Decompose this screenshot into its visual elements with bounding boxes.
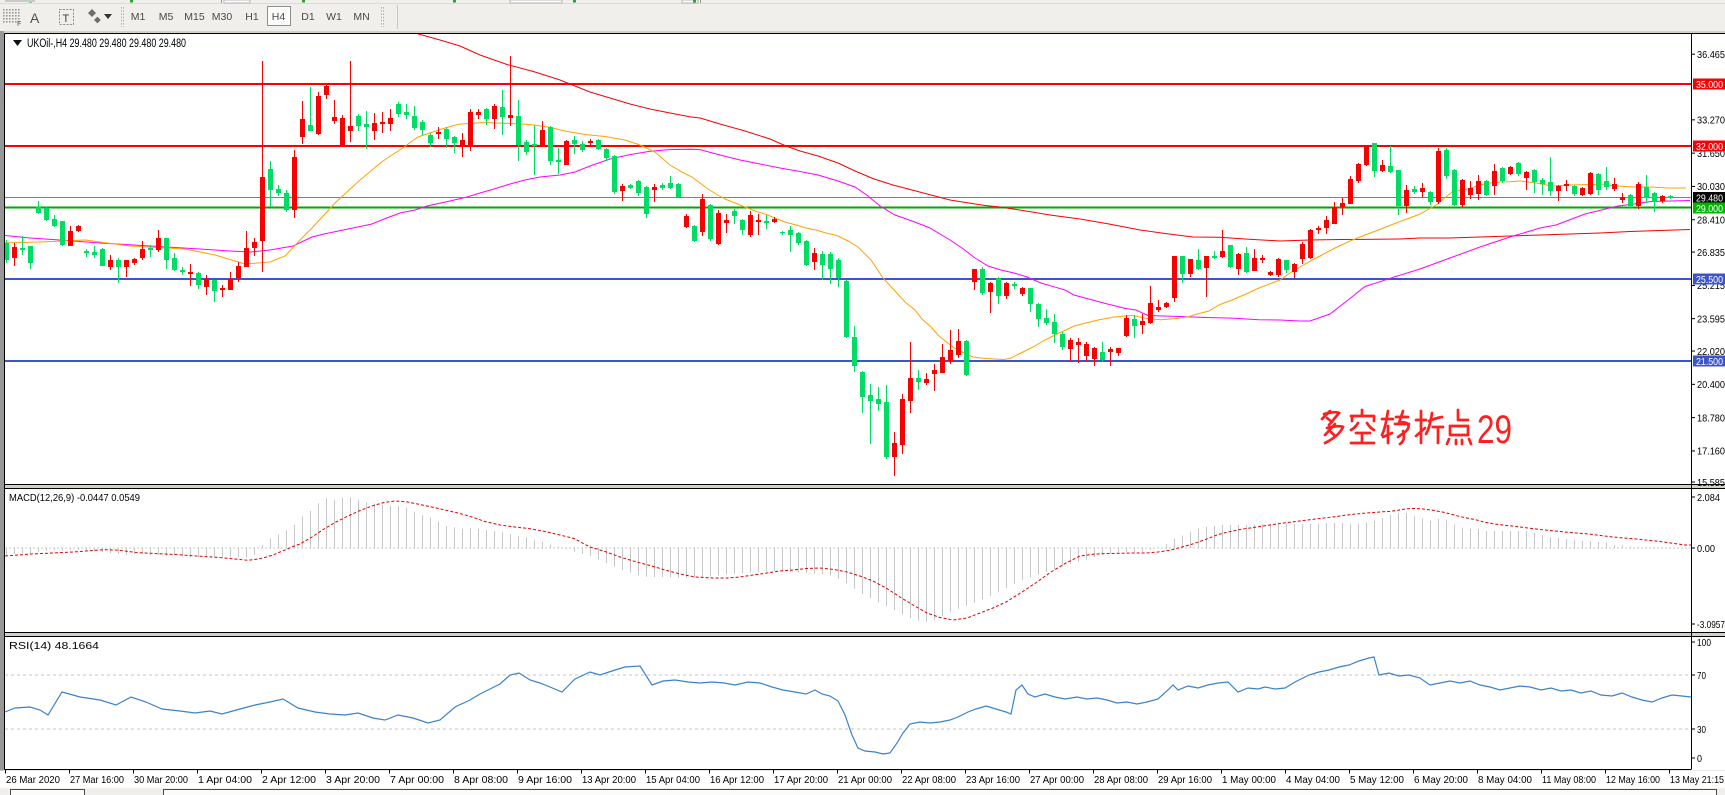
svg-text:M1: M1 xyxy=(131,11,146,23)
svg-text:13 May 21:15: 13 May 21:15 xyxy=(1670,774,1724,786)
svg-text:16 Apr 12:00: 16 Apr 12:00 xyxy=(710,774,764,786)
svg-text:21 Apr 00:00: 21 Apr 00:00 xyxy=(838,774,892,786)
svg-text:20.400: 20.400 xyxy=(1697,379,1725,391)
svg-text:30 Mar 20:00: 30 Mar 20:00 xyxy=(134,774,188,786)
svg-text:22.020: 22.020 xyxy=(1697,346,1725,358)
svg-text:15.585: 15.585 xyxy=(1697,477,1725,489)
svg-text:26 Mar 2020: 26 Mar 2020 xyxy=(6,774,60,786)
svg-text:0: 0 xyxy=(1697,753,1702,765)
svg-text:MN: MN xyxy=(353,11,369,23)
svg-text:4 May 04:00: 4 May 04:00 xyxy=(1286,774,1340,786)
svg-text:3 Apr 20:00: 3 Apr 20:00 xyxy=(326,774,380,786)
svg-text:29 Apr 16:00: 29 Apr 16:00 xyxy=(1158,774,1212,786)
svg-text:21.500: 21.500 xyxy=(1696,356,1723,368)
svg-text:9 Apr 16:00: 9 Apr 16:00 xyxy=(518,774,572,786)
svg-text:28 Apr 08:00: 28 Apr 08:00 xyxy=(1094,774,1148,786)
svg-text:13 Apr 20:00: 13 Apr 20:00 xyxy=(582,774,636,786)
svg-text:A: A xyxy=(30,10,40,26)
svg-text:H1: H1 xyxy=(245,11,259,23)
svg-text:-3.0957: -3.0957 xyxy=(1697,619,1725,631)
svg-text:RSI(14) 48.1664: RSI(14) 48.1664 xyxy=(9,640,99,652)
svg-text:11 May 08:00: 11 May 08:00 xyxy=(1542,774,1596,786)
svg-text:35.000: 35.000 xyxy=(1696,79,1723,91)
svg-text:2 Apr 12:00: 2 Apr 12:00 xyxy=(262,774,316,786)
svg-text:5 May 12:00: 5 May 12:00 xyxy=(1350,774,1404,786)
svg-text:70: 70 xyxy=(1697,670,1706,682)
svg-text:100: 100 xyxy=(1697,637,1711,649)
svg-text:23 Apr 16:00: 23 Apr 16:00 xyxy=(966,774,1020,786)
svg-text:12 May 16:00: 12 May 16:00 xyxy=(1606,774,1660,786)
svg-text:0.00: 0.00 xyxy=(1697,543,1715,555)
svg-text:28.410: 28.410 xyxy=(1697,215,1725,227)
svg-text:M5: M5 xyxy=(159,11,174,23)
svg-text:26.835: 26.835 xyxy=(1697,247,1725,259)
svg-text:W1: W1 xyxy=(326,11,342,23)
svg-text:F: F xyxy=(17,21,21,28)
svg-text:32.000: 32.000 xyxy=(1696,141,1723,153)
svg-text:8 Apr 08:00: 8 Apr 08:00 xyxy=(454,774,508,786)
svg-text:25.500: 25.500 xyxy=(1696,274,1723,286)
svg-text:30: 30 xyxy=(1697,724,1706,736)
svg-text:18.780: 18.780 xyxy=(1697,412,1725,424)
svg-text:D1: D1 xyxy=(301,11,315,23)
svg-text:6 May 20:00: 6 May 20:00 xyxy=(1414,774,1468,786)
svg-text:17 Apr 20:00: 17 Apr 20:00 xyxy=(774,774,828,786)
svg-text:29.000: 29.000 xyxy=(1696,203,1723,215)
svg-text:30.030: 30.030 xyxy=(1697,181,1725,193)
svg-text:29.480: 29.480 xyxy=(1696,193,1723,205)
svg-text:M30: M30 xyxy=(212,11,233,23)
svg-text:H4: H4 xyxy=(272,11,286,23)
svg-text:33.270: 33.270 xyxy=(1697,115,1725,127)
svg-text:1 Apr 04:00: 1 Apr 04:00 xyxy=(198,774,252,786)
svg-text:15 Apr 04:00: 15 Apr 04:00 xyxy=(646,774,700,786)
svg-text:22 Apr 08:00: 22 Apr 08:00 xyxy=(902,774,956,786)
svg-text:17.160: 17.160 xyxy=(1697,446,1725,458)
svg-text:T: T xyxy=(63,13,70,25)
svg-text:7 Apr 00:00: 7 Apr 00:00 xyxy=(390,774,444,786)
svg-text:2.084: 2.084 xyxy=(1697,492,1720,504)
svg-text:1 May 00:00: 1 May 00:00 xyxy=(1222,774,1276,786)
svg-text:36.465: 36.465 xyxy=(1697,49,1725,61)
svg-text:23.595: 23.595 xyxy=(1697,313,1725,325)
svg-text:MACD(12,26,9) -0.0447 0.0549: MACD(12,26,9) -0.0447 0.0549 xyxy=(9,492,140,504)
svg-text:8 May 04:00: 8 May 04:00 xyxy=(1478,774,1532,786)
svg-text:27 Mar 16:00: 27 Mar 16:00 xyxy=(70,774,124,786)
svg-text:UKOil-,H4 29.480 29.480 29.48: UKOil-,H4 29.480 29.480 29.480 29.480 xyxy=(27,38,186,50)
svg-text:27 Apr 00:00: 27 Apr 00:00 xyxy=(1030,774,1084,786)
svg-text:M15: M15 xyxy=(184,11,205,23)
svg-text:29: 29 xyxy=(1477,408,1512,452)
